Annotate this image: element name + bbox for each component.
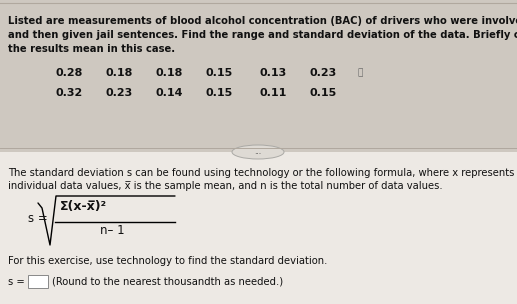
Text: 0.18: 0.18 (155, 68, 183, 78)
Text: s =: s = (28, 212, 48, 224)
Text: 0.15: 0.15 (205, 88, 232, 98)
Text: 0.14: 0.14 (155, 88, 183, 98)
Text: 0.11: 0.11 (260, 88, 287, 98)
Text: and then given jail sentences. Find the range and standard deviation of the data: and then given jail sentences. Find the … (8, 30, 517, 40)
Text: 0.15: 0.15 (205, 68, 232, 78)
Text: 0.18: 0.18 (105, 68, 132, 78)
Text: the results mean in this case.: the results mean in this case. (8, 44, 175, 54)
Text: ...: ... (254, 147, 262, 157)
Text: s =: s = (8, 277, 25, 287)
Ellipse shape (232, 145, 284, 159)
Text: 0.23: 0.23 (310, 68, 337, 78)
Bar (0, 0, 517, 152)
Text: n– 1: n– 1 (100, 224, 125, 237)
Text: 0.23: 0.23 (105, 88, 132, 98)
Text: ⎘: ⎘ (358, 68, 363, 77)
Text: 0.28: 0.28 (55, 68, 82, 78)
Text: 0.15: 0.15 (310, 88, 337, 98)
Text: Listed are measurements of blood alcohol concentration (BAC) of drivers who were: Listed are measurements of blood alcohol… (8, 16, 517, 26)
FancyBboxPatch shape (28, 275, 48, 288)
Text: individual data values, x̅ is the sample mean, and n is the total number of data: individual data values, x̅ is the sample… (8, 181, 443, 191)
Text: (Round to the nearest thousandth as needed.): (Round to the nearest thousandth as need… (52, 277, 283, 287)
Text: For this exercise, use technology to find the standard deviation.: For this exercise, use technology to fin… (8, 256, 327, 266)
Text: The standard deviation s can be found using technology or the following formula,: The standard deviation s can be found us… (8, 168, 514, 178)
Text: 0.13: 0.13 (260, 68, 287, 78)
Text: Σ(x-x̅)²: Σ(x-x̅)² (60, 200, 107, 213)
Text: 0.32: 0.32 (55, 88, 82, 98)
